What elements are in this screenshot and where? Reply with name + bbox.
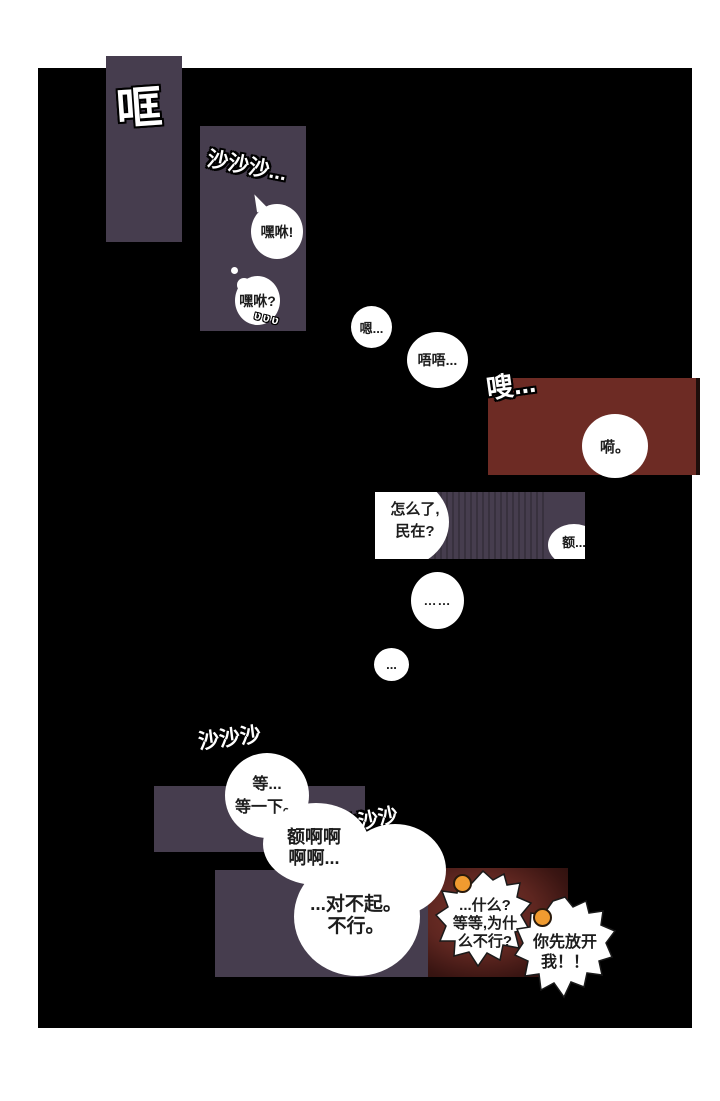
letgo-line-2: 我！！ — [540, 954, 589, 971]
speech-bubble-mumble: 唔唔... — [407, 332, 468, 388]
refuse-line-2: 不行。 — [327, 916, 385, 937]
what-line-2: 民在? — [395, 523, 435, 540]
moan-line-1: 额啊啊 — [287, 827, 341, 847]
letgo-line-1: 你先放开 — [532, 934, 597, 951]
speech-bubble-heave-q: 嘿咻? — [235, 276, 280, 325]
speech-bubble-letgo: 你先放开 我！！ — [520, 933, 610, 973]
speech-bubble-ho: 嗬。 — [582, 414, 648, 478]
confused-line-2: 等等,为什 — [452, 915, 518, 932]
speech-bubble-refuse: ...对不起。 不行。 — [294, 894, 418, 938]
speech-bubble-uh: 额... — [562, 535, 585, 550]
bubble-dot-decor — [231, 267, 238, 274]
wait-line-1: 等... — [252, 775, 282, 793]
speech-bubble-moan: 额啊啊 啊啊... — [266, 827, 362, 869]
speech-bubble-heave-excl: 嘿咻! — [251, 204, 303, 259]
speech-bubble-what: 怎么了, 民在? — [377, 499, 453, 543]
orange-dot-icon — [533, 908, 552, 927]
spiky-bubble-confused-shape — [434, 869, 533, 968]
speech-bubble-confused: ...什么? 等等,为什 么不行? — [441, 897, 529, 951]
speech-bubble-silence: …… — [411, 572, 464, 629]
sfx-whoosh: 嗖... — [484, 367, 538, 405]
panel-top-left — [106, 56, 182, 242]
orange-dot-icon — [453, 874, 472, 893]
sfx-kuang: 哐 — [114, 80, 162, 136]
speech-bubble-mm: 嗯... — [351, 306, 392, 348]
confused-line-1: ...什么? — [459, 897, 511, 914]
speech-bubble-uh-shape — [548, 524, 585, 559]
moan-line-2: 啊啊... — [288, 848, 340, 868]
refuse-line-1: ...对不起。 — [310, 894, 402, 915]
confused-line-3: 么不行? — [457, 933, 513, 950]
speech-bubble-what-shape — [375, 492, 449, 559]
panel-question: 怎么了, 民在? 额... — [375, 492, 585, 559]
speech-bubble-dots: ... — [374, 648, 409, 681]
speech-blob-3 — [294, 857, 420, 976]
what-line-1: 怎么了, — [390, 501, 440, 518]
